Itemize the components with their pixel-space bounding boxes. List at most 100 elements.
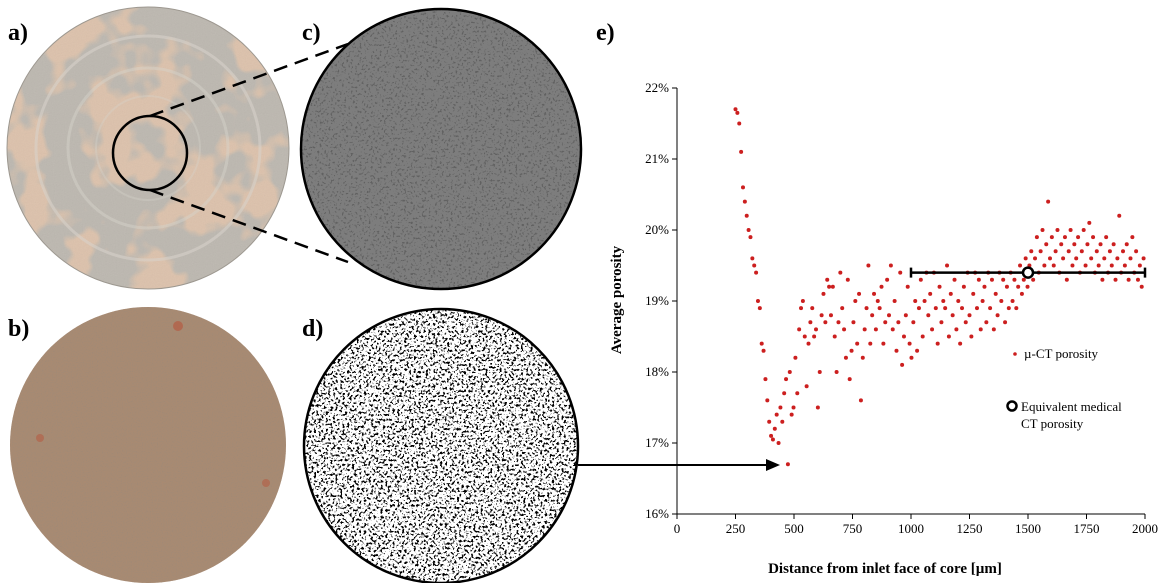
data-point [943,306,948,311]
y-tick-label: 16% [645,506,669,521]
data-point [896,320,901,325]
data-point [928,291,933,296]
data-point [815,405,820,410]
data-point [1046,199,1051,204]
data-point [1019,291,1024,296]
data-point [787,370,792,374]
data-point [847,377,852,382]
data-point [1113,277,1118,282]
data-point [909,355,914,360]
data-point [1066,249,1071,254]
data-point [915,348,920,353]
legend-marker-open-circle [1006,400,1018,412]
data-point [793,355,798,360]
y-tick-label: 21% [645,151,669,166]
data-point [733,107,738,112]
data-point [1042,263,1047,268]
data-point [1034,235,1039,240]
data-point [946,334,951,339]
data-point [838,270,843,275]
data-point [1029,249,1034,254]
data-point [862,327,867,332]
data-point [772,426,777,431]
data-point [840,306,845,311]
data-point [967,313,972,318]
data-point [948,291,953,296]
data-point [842,327,847,332]
data-point [901,334,906,339]
data-point [980,299,985,303]
data-point [849,348,854,353]
data-point [782,391,787,396]
data-point [806,341,811,346]
x-tick-label: 250 [726,521,746,536]
data-point [1070,263,1075,268]
panel-a-core-photo [6,6,290,290]
data-point [1025,284,1030,289]
data-point [978,327,983,332]
data-point [960,306,965,311]
data-point [1117,213,1122,218]
data-point [1104,235,1109,240]
data-point [989,277,994,282]
data-point [746,228,751,232]
data-point [836,320,841,325]
data-point [958,341,963,346]
data-point [1137,263,1142,268]
panel-label-b: b) [8,316,29,342]
data-point [1109,263,1114,268]
data-point [1076,235,1081,240]
data-point [1124,242,1129,247]
data-point [1102,256,1107,261]
data-point [1053,249,1058,254]
data-point [866,263,871,268]
data-point [1121,249,1126,254]
data-point [963,320,968,325]
data-point [911,320,916,325]
data-point [858,398,863,403]
data-point [995,313,1000,318]
data-point [1031,277,1036,282]
data-point [1061,256,1066,261]
data-point [903,313,908,318]
data-point [750,256,755,261]
data-point [802,334,807,339]
medical-ct-point [1021,266,1035,279]
data-point [855,341,860,346]
data-point [991,327,996,332]
data-point [954,327,959,332]
data-point [1087,220,1092,225]
data-point [780,419,785,424]
x-tick-label: 2000 [1132,521,1158,536]
zoom-line-top [149,42,349,118]
data-point [883,320,888,325]
data-point [778,405,783,410]
data-point [808,320,813,325]
data-point [1094,249,1099,254]
data-point [907,341,912,346]
data-point [926,313,931,318]
data-point [1001,277,1006,282]
data-point [1004,284,1009,289]
data-point [935,341,940,346]
data-point [999,299,1004,303]
data-point [857,291,862,296]
data-point [961,284,966,289]
y-tick-label: 22% [645,80,669,95]
data-point [763,377,768,382]
data-point [813,327,818,332]
data-point [950,313,955,318]
x-tick-label: 1750 [1074,521,1100,536]
data-point [1044,242,1049,247]
data-point [1135,277,1140,282]
data-point [905,284,910,289]
data-point [767,419,772,424]
panel-b-core-photo [10,307,286,583]
data-point [1021,277,1026,282]
data-point [879,284,884,289]
data-point [1038,249,1043,254]
x-tick-label: 0 [674,521,681,536]
data-point [870,313,875,318]
data-point [900,362,905,367]
data-point [1122,263,1127,268]
